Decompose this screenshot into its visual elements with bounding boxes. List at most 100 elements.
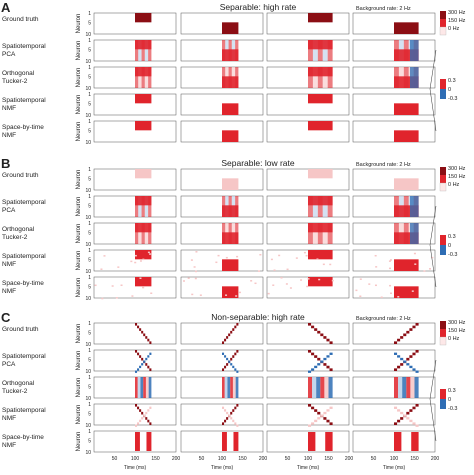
- y-tick-label: 1: [88, 65, 91, 71]
- heatmap-cell: [137, 406, 140, 410]
- heatmap-cell: [236, 404, 239, 407]
- heatmap-cell: [267, 292, 270, 295]
- heatmap-cell: [147, 419, 150, 423]
- heatmap-cell: [138, 40, 142, 61]
- heatmap-cell: [193, 266, 196, 268]
- heatmap-cell: [222, 49, 239, 61]
- heatmap-cell: [375, 266, 378, 268]
- heatmap-cell: [224, 355, 227, 358]
- heatmap-cell: [135, 432, 140, 451]
- trial-plot: [352, 12, 436, 35]
- y-axis-label: Neuron: [76, 68, 82, 88]
- heatmap-cell: [374, 254, 377, 257]
- heatmap-cell: [280, 277, 283, 279]
- row-label: Orthogonal: [2, 380, 35, 387]
- heatmap-cell: [232, 365, 235, 369]
- heatmap-cell: [225, 294, 228, 296]
- heatmap-cell: [331, 279, 334, 282]
- heatmap-cell: [308, 196, 313, 217]
- y-tick-label: 10: [85, 296, 91, 302]
- heatmap-cell: [148, 67, 152, 88]
- trial-plot: [352, 66, 436, 89]
- trial-plot: [266, 168, 350, 191]
- trial-plot: [266, 222, 350, 245]
- row-label: Ground truth: [2, 326, 39, 333]
- heatmap-cell: [222, 406, 225, 409]
- heatmap-cell: [406, 411, 410, 415]
- y-tick-label: 5: [88, 128, 91, 134]
- heatmap-cell: [232, 409, 235, 412]
- heatmap-cell: [325, 432, 333, 451]
- heatmap-cell: [141, 196, 145, 217]
- heatmap-cell: [411, 290, 414, 292]
- y-tick-label: 10: [85, 215, 91, 221]
- heatmap-cell: [322, 223, 328, 244]
- heatmap-cell: [394, 205, 419, 217]
- colorbar-tick-label: -0.3: [448, 252, 457, 258]
- heatmap-cell: [224, 365, 227, 369]
- heatmap-cell: [145, 363, 148, 366]
- heatmap-cell: [222, 377, 225, 398]
- heatmap-cell: [143, 414, 146, 417]
- heatmap-cell: [329, 341, 333, 345]
- heatmap-cell: [224, 338, 227, 342]
- trial-plot: [352, 120, 436, 143]
- heatmap-cell: [406, 363, 410, 366]
- heatmap-cell: [139, 277, 142, 280]
- heatmap-cell: [397, 409, 401, 412]
- trial-plot: [352, 168, 436, 191]
- heatmap-cell: [308, 350, 312, 353]
- plot-frame: [352, 322, 436, 345]
- y-axis-label: Neuron: [76, 351, 82, 371]
- heatmap-cell: [224, 377, 228, 398]
- row-label: NMF: [2, 288, 16, 295]
- colorbar-tick-label: 150 Hz: [448, 174, 466, 180]
- heatmap-cell: [149, 368, 152, 372]
- colorbar-segment: [440, 245, 446, 255]
- heatmap-cell: [410, 377, 415, 398]
- colorbar-tick-label: -0.3: [448, 96, 457, 102]
- trial-plot: [352, 322, 436, 345]
- heatmap-cell: [222, 178, 239, 190]
- y-tick-label: 10: [85, 450, 91, 456]
- panel-title: Separable: high rate: [220, 2, 297, 12]
- heatmap-cell: [388, 267, 391, 270]
- x-tick-label: 50: [371, 456, 377, 462]
- heatmap-cell: [394, 22, 419, 34]
- heatmap-cell: [409, 419, 413, 423]
- row-label: Space-by-time: [2, 434, 44, 441]
- panel-letter: A: [1, 0, 11, 15]
- heatmap-cell: [308, 250, 333, 260]
- heatmap-cell: [278, 254, 281, 257]
- trial-plot: [180, 12, 264, 35]
- y-tick-label: 10: [85, 242, 91, 248]
- heatmap-cell: [236, 350, 239, 353]
- y-axis-label: Neuron: [76, 432, 82, 452]
- trial-plot: [266, 66, 350, 89]
- heatmap-cell: [412, 325, 416, 329]
- heatmap-cell: [273, 269, 276, 271]
- heatmap-cell: [230, 417, 233, 420]
- colorbar-segment: [439, 26, 447, 36]
- heatmap-cell: [199, 294, 202, 296]
- trial-plot: [266, 430, 350, 453]
- heatmap-cell: [394, 432, 402, 451]
- trial-plot: [180, 222, 264, 245]
- colorbar-tick-label: 0 Hz: [448, 336, 460, 342]
- heatmap-cell: [317, 330, 321, 334]
- panel-b: B Separable: low rate Background rate: 2 H…: [1, 156, 466, 302]
- heatmap-cell: [144, 67, 149, 88]
- trial-plot: [266, 349, 350, 373]
- y-tick-label: 1: [88, 375, 91, 381]
- heatmap-cell: [227, 377, 231, 398]
- loading-colorbar: 0.3 0 -0.3: [429, 49, 457, 132]
- row-label: NMF: [2, 442, 16, 449]
- colorbar-tick-label: 0 Hz: [448, 26, 460, 32]
- colorbar-segment: [440, 167, 446, 175]
- heatmap-cell: [145, 411, 148, 415]
- heatmap-cell: [232, 419, 235, 423]
- heatmap-cell: [135, 121, 152, 131]
- heatmap-cell: [327, 223, 333, 244]
- heatmap-cell: [400, 411, 404, 415]
- bracket-line: [429, 88, 437, 132]
